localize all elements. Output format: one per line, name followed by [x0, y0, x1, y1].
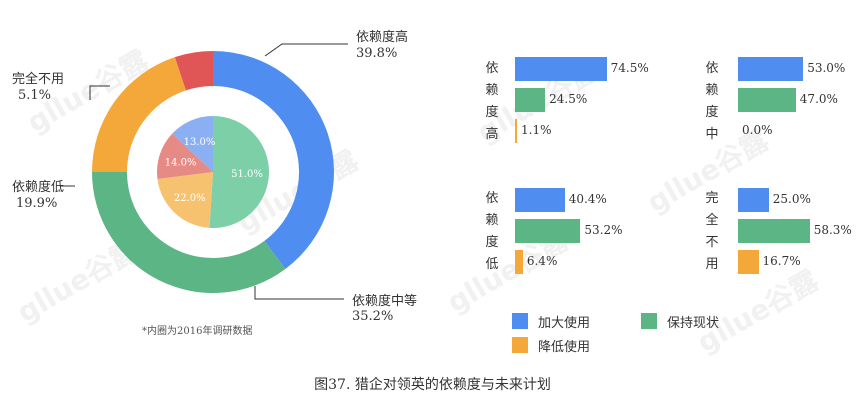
label-mid-value: 35.2%	[352, 309, 394, 324]
group-label-mid: 依 赖 度 中	[705, 61, 719, 142]
bar-value-label: 47.0%	[799, 92, 838, 106]
leader-line-mid	[254, 286, 344, 300]
bar	[738, 250, 759, 274]
label-high-name: 依赖度高	[356, 30, 409, 45]
legend-label-keep: 保持现状	[667, 316, 720, 331]
inner-pie-slice	[157, 172, 213, 228]
bar-value-label: 6.4%	[526, 254, 558, 268]
bar-value-label: 25.0%	[772, 192, 811, 206]
group-label-low: 依 赖 度 低	[485, 191, 499, 272]
legend-label-increase: 加大使用	[538, 316, 591, 331]
bar	[515, 57, 607, 81]
bar	[738, 219, 810, 243]
legend-swatch-keep	[641, 313, 657, 329]
bar-value-label: 0.0%	[742, 123, 773, 137]
inner-pie-value-label: 22.0%	[174, 193, 206, 204]
inner-pie-slice	[157, 133, 213, 180]
bar	[738, 57, 804, 81]
bar-value-label: 1.1%	[521, 123, 552, 137]
label-low-name: 依赖度低	[12, 180, 65, 195]
legend-label-decrease: 降低使用	[538, 340, 591, 355]
legend-swatch-decrease	[512, 337, 528, 353]
inner-pie-value-label: 13.0%	[184, 137, 216, 148]
inner-pie-value-label: 51.0%	[231, 169, 263, 180]
bar-value-label: 40.4%	[568, 192, 607, 206]
bar-value-label: 74.5%	[610, 61, 649, 75]
leader-line-none	[89, 85, 110, 100]
donut-slice-high	[213, 51, 334, 269]
donut-slice-mid	[92, 172, 286, 293]
donut-slice-none	[174, 51, 213, 91]
bar	[738, 88, 796, 112]
inner-ring-note: *内圈为2016年调研数据	[142, 326, 253, 337]
inner-pie-slice	[209, 116, 269, 228]
legend-swatch-increase	[512, 313, 528, 329]
bar-value-label: 24.5%	[549, 92, 588, 106]
bar-value-label: 16.7%	[762, 254, 801, 268]
group-label-none: 完 全 不 用	[705, 191, 719, 272]
label-high-value: 39.8%	[356, 46, 398, 61]
bar	[515, 188, 565, 212]
bar-value-label: 53.2%	[584, 223, 623, 237]
figure-caption: 图37. 猎企对领英的依赖度与未来计划	[314, 377, 551, 393]
bar	[515, 219, 581, 243]
label-none-value: 5.1%	[18, 88, 52, 103]
label-none-name: 完全不用	[12, 72, 65, 87]
leader-line-high	[264, 43, 348, 57]
inner-pie-value-label: 14.0%	[165, 157, 197, 168]
bar	[515, 119, 517, 143]
bar	[515, 250, 523, 274]
label-low-value: 19.9%	[16, 196, 58, 211]
group-label-high: 依 赖 度 高	[485, 61, 499, 142]
bar	[515, 88, 546, 112]
inner-pie-slice	[172, 116, 213, 172]
donut-chart: 51.0% 22.0% 14.0% 13.0%	[60, 43, 348, 300]
donut-slice-low	[92, 57, 186, 173]
bar-value-label: 53.0%	[807, 61, 846, 75]
label-mid-name: 依赖度中等	[352, 294, 418, 309]
bar	[738, 188, 769, 212]
bar-value-label: 58.3%	[813, 223, 852, 237]
